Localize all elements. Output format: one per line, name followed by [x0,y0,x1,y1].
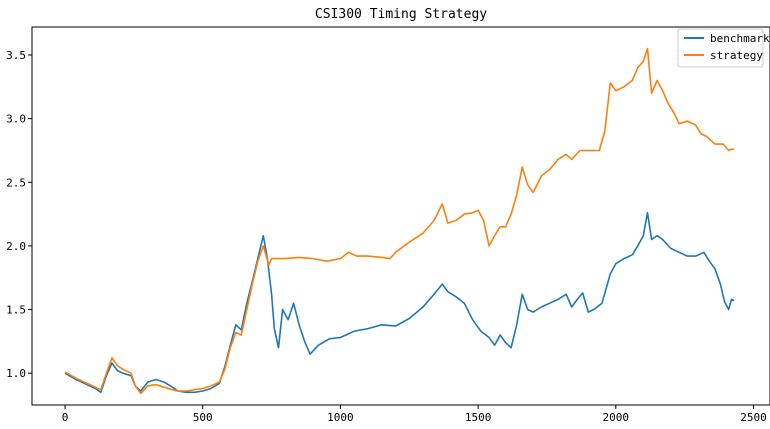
x-tick-label: 1000 [327,411,354,424]
y-axis: 1.0 1.5 2.0 2.5 3.0 3.5 [6,49,32,380]
x-tick-label: 1500 [465,411,492,424]
chart-title: CSI300 Timing Strategy [315,7,487,22]
legend-label-strategy: strategy [710,49,763,62]
legend: benchmark strategy [677,28,770,68]
y-tick-label: 3.0 [6,113,26,126]
series-line-strategy [64,47,735,395]
x-tick-label: 0 [62,411,69,424]
x-tick-label: 2000 [603,411,630,424]
x-tick-label: 500 [193,411,213,424]
legend-label-benchmark: benchmark [710,32,770,45]
y-tick-label: 3.5 [6,49,26,62]
y-tick-label: 1.0 [6,367,26,380]
y-tick-label: 2.0 [6,240,26,253]
series-layer [64,47,735,395]
y-tick-label: 1.5 [6,304,26,317]
x-tick-label: 2500 [740,411,767,424]
y-tick-label: 2.5 [6,176,26,189]
x-axis: 0 500 1000 1500 2000 2500 [62,405,767,424]
